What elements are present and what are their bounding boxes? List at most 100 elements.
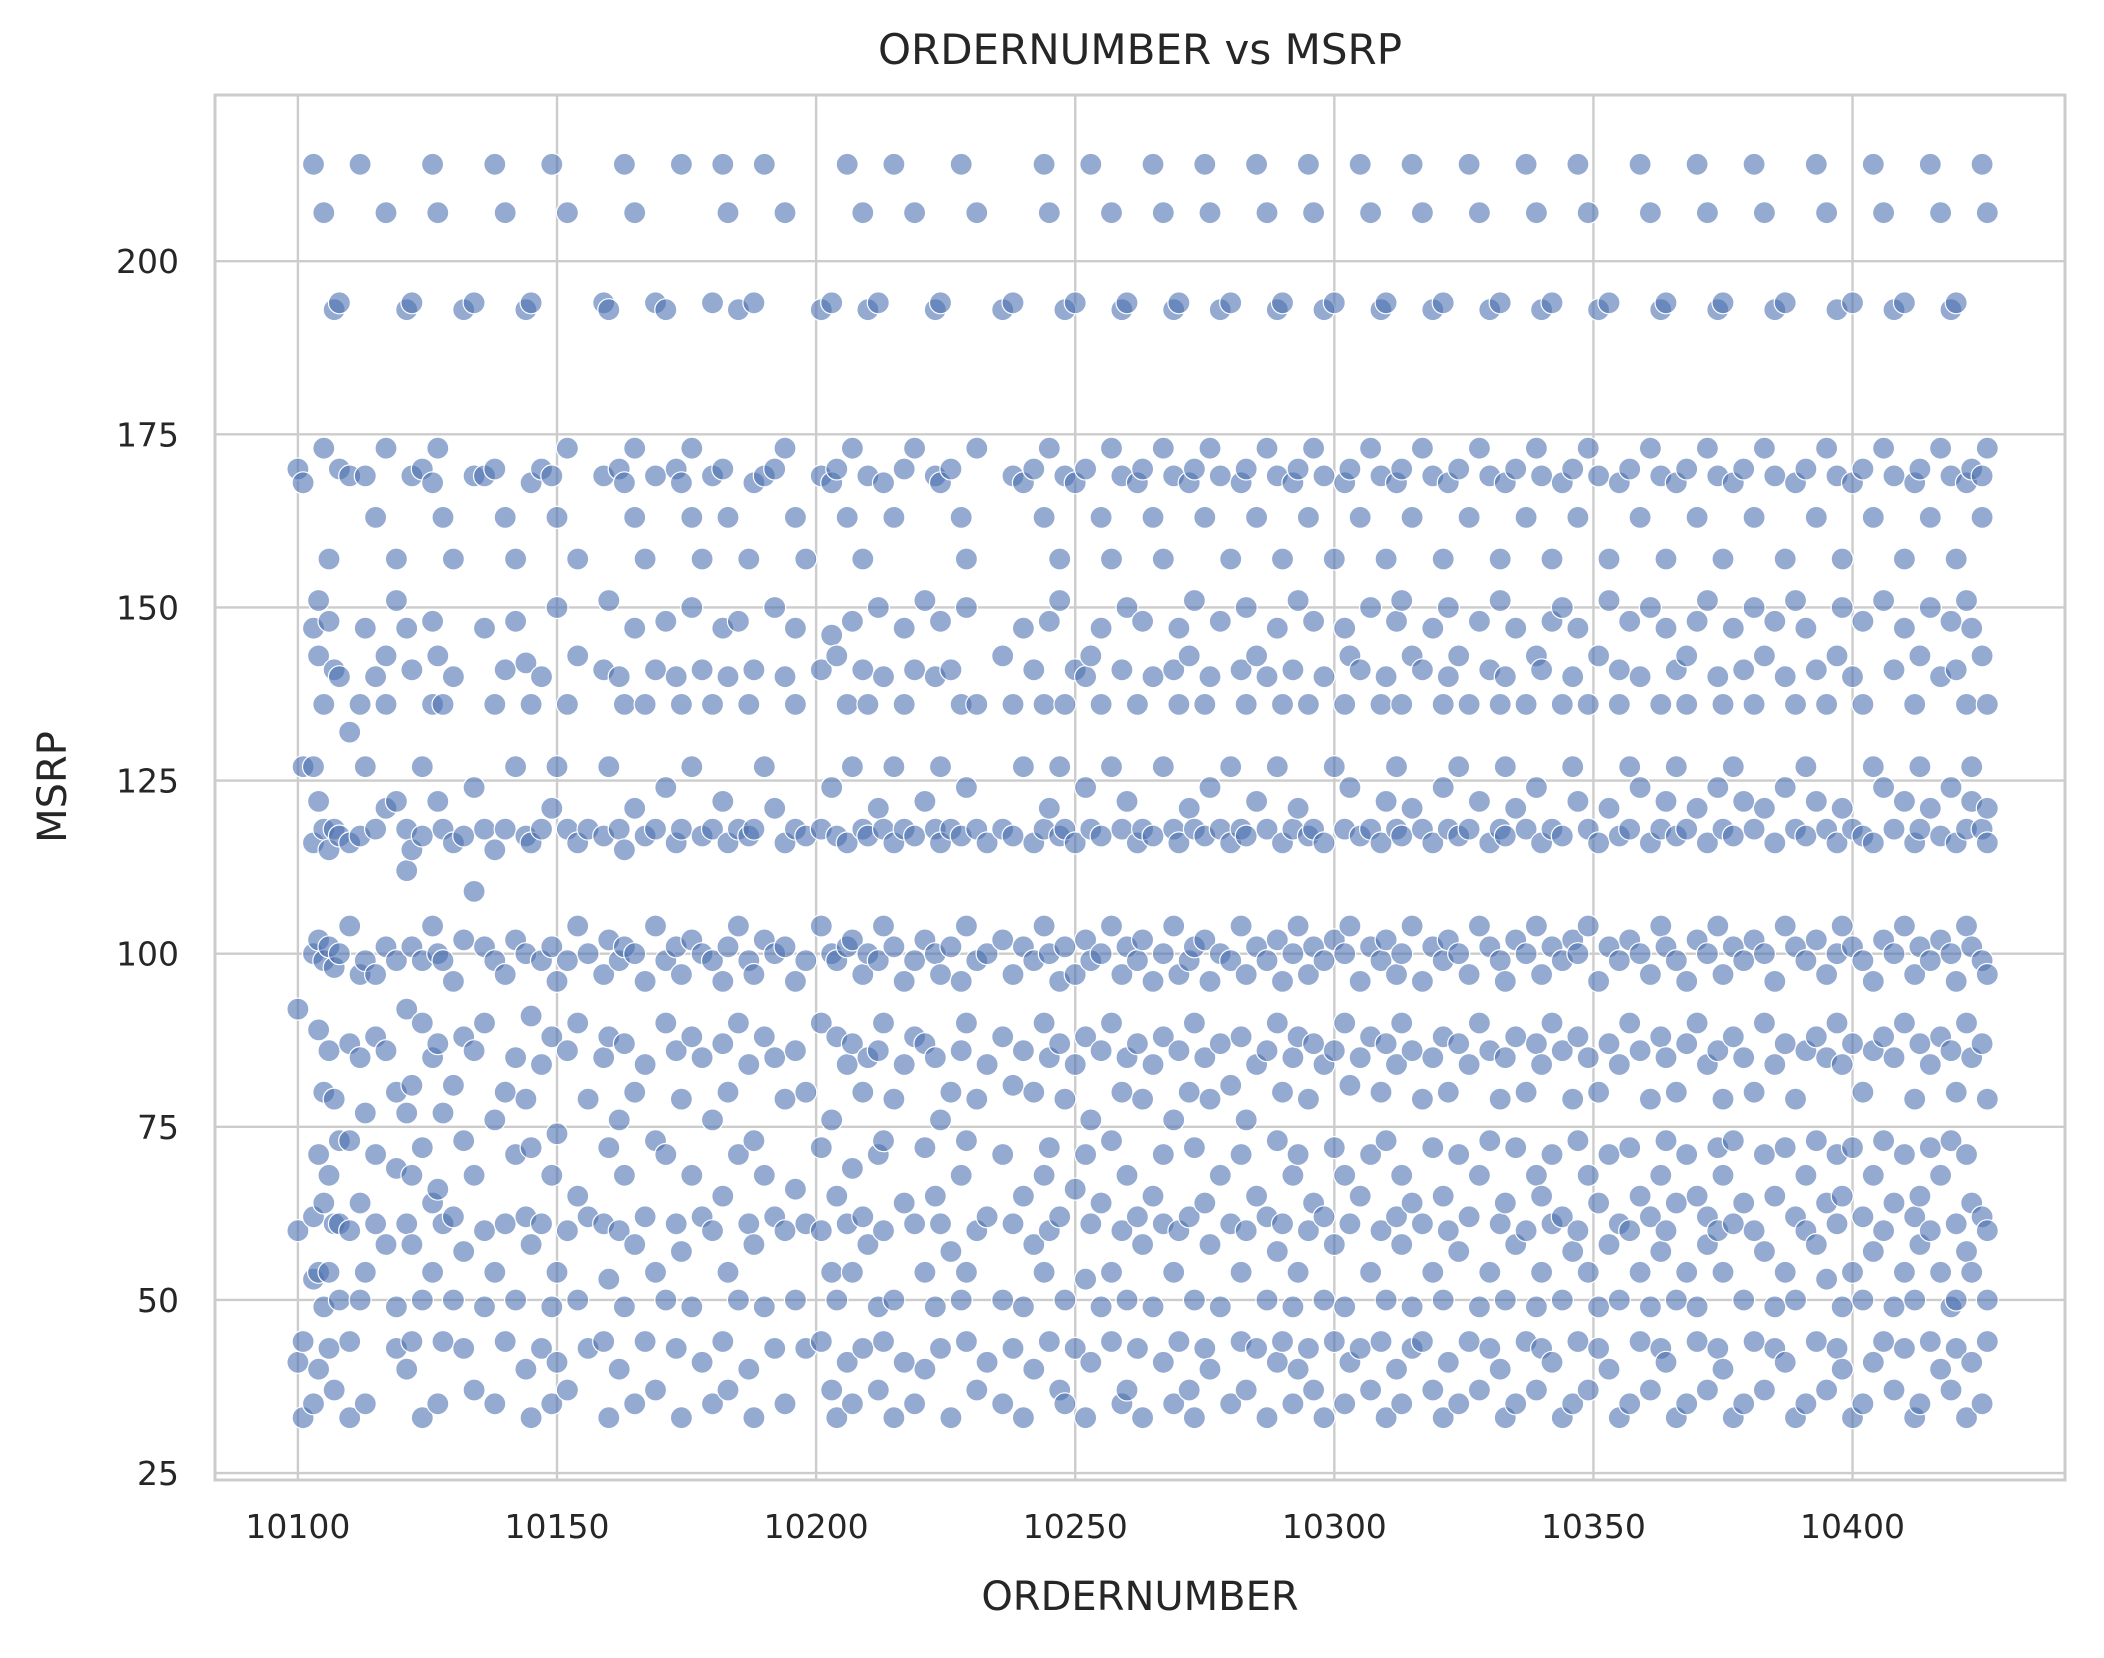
data-point [472, 817, 497, 841]
y-tick-label: 150 [116, 588, 179, 627]
data-point [1022, 1080, 1046, 1104]
data-point [1540, 291, 1564, 315]
data-point [1182, 588, 1207, 613]
data-point [809, 658, 833, 682]
data-point [1374, 547, 1398, 571]
data-point [1970, 1392, 1994, 1416]
data-point [1089, 1191, 1113, 1215]
data-point [1706, 775, 1730, 800]
data-point [1255, 436, 1279, 460]
data-point [1177, 1378, 1201, 1402]
data-point [1742, 505, 1766, 530]
data-point [1141, 824, 1165, 848]
data-point [975, 1350, 999, 1374]
data-point [1514, 1219, 1538, 1243]
data-point [1597, 291, 1621, 315]
data-point [1752, 796, 1777, 820]
data-point [1312, 948, 1336, 973]
data-point [1193, 152, 1217, 176]
data-point [1695, 942, 1720, 966]
data-point [291, 1329, 315, 1354]
data-point [1167, 1039, 1191, 1063]
data-point [327, 291, 351, 315]
data-point [529, 1212, 554, 1236]
data-point [1182, 1406, 1207, 1430]
data-point [1882, 658, 1906, 682]
data-point [503, 1045, 528, 1070]
data-point [1742, 1080, 1766, 1104]
data-point [1493, 1288, 1517, 1312]
data-point [1830, 1184, 1854, 1208]
data-point [1270, 291, 1295, 315]
data-point [892, 1350, 916, 1374]
data-point [1193, 1336, 1217, 1361]
data-point [726, 609, 751, 633]
data-point [493, 817, 517, 841]
data-point [1198, 436, 1222, 460]
data-point [426, 436, 450, 460]
data-point [773, 1219, 797, 1243]
data-point [1975, 436, 1999, 460]
data-point [866, 595, 890, 620]
data-point [1400, 1191, 1424, 1215]
data-point [1524, 1032, 1549, 1056]
data-point [871, 1329, 896, 1354]
data-point [1586, 969, 1611, 994]
data-point [1312, 1406, 1336, 1430]
data-point [1654, 1219, 1678, 1243]
data-point [1607, 1052, 1631, 1077]
data-point [1851, 1392, 1875, 1416]
data-point [1597, 1032, 1621, 1056]
data-point [483, 692, 507, 717]
data-point [441, 665, 465, 689]
data-point [1198, 969, 1222, 994]
data-point [669, 471, 694, 495]
data-point [1706, 914, 1730, 938]
data-point [1063, 962, 1087, 987]
data-point [1115, 789, 1139, 814]
data-point [1265, 928, 1289, 952]
data-point [348, 1045, 372, 1070]
data-point [1944, 1336, 1968, 1361]
data-point [716, 505, 740, 530]
data-point [612, 1032, 637, 1056]
data-point [1369, 692, 1393, 717]
data-point [1685, 796, 1709, 820]
data-point [1089, 505, 1113, 530]
data-point [763, 1045, 787, 1070]
data-point [1493, 665, 1517, 689]
data-point [1804, 152, 1828, 176]
data-point [1794, 457, 1818, 481]
data-point [949, 1163, 973, 1187]
data-point [612, 1163, 637, 1187]
data-point [1022, 457, 1046, 481]
data-point [1970, 464, 1994, 488]
data-point [1903, 692, 1927, 717]
data-point [809, 1011, 833, 1035]
y-tick-label: 200 [116, 242, 179, 281]
data-point [566, 644, 590, 668]
data-point [1037, 201, 1061, 225]
data-point [1151, 1142, 1175, 1167]
data-point [623, 1392, 647, 1416]
data-point [1871, 1219, 1896, 1243]
data-point [866, 1039, 890, 1063]
data-point [1312, 464, 1336, 488]
data-point [545, 755, 569, 779]
data-point [1286, 914, 1310, 938]
data-point [643, 464, 668, 488]
data-point [1664, 1191, 1688, 1215]
data-point [1296, 692, 1321, 717]
data-point [493, 1212, 517, 1236]
data-point [576, 942, 600, 966]
data-point [1478, 1336, 1502, 1361]
data-point [1742, 152, 1766, 176]
data-point [1892, 547, 1917, 571]
data-point [307, 1142, 331, 1167]
data-point [400, 1232, 424, 1257]
data-point [1089, 824, 1113, 848]
data-point [307, 1018, 331, 1042]
data-point [1032, 1260, 1056, 1284]
data-point [1638, 1205, 1663, 1229]
